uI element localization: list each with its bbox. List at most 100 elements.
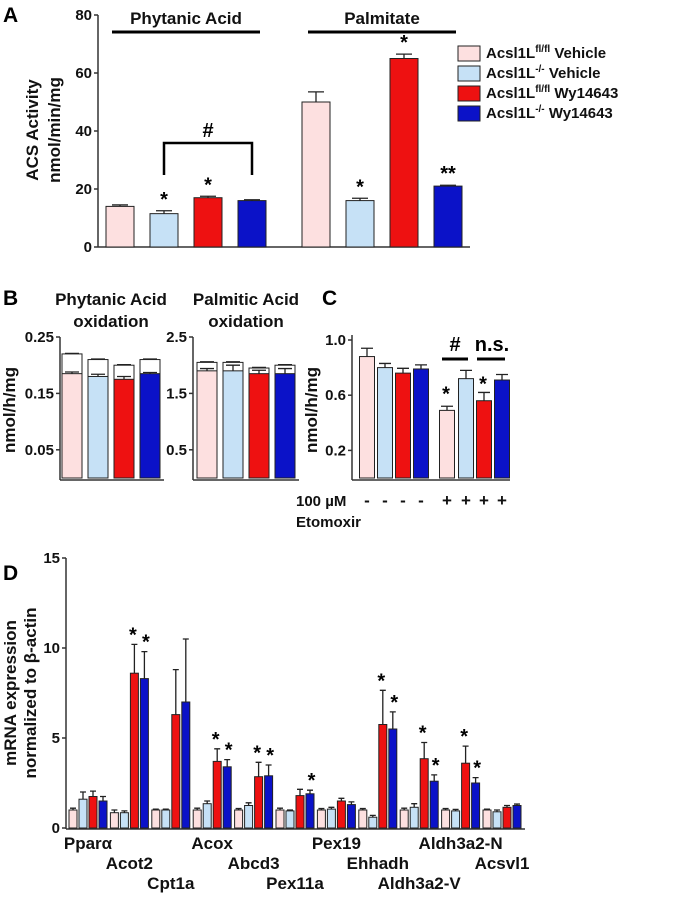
bar xyxy=(192,809,202,829)
error-bar xyxy=(255,761,262,777)
error-bar xyxy=(265,764,272,776)
error-bar xyxy=(379,689,386,725)
bar xyxy=(254,776,264,829)
legend-base: Acsl1L xyxy=(486,65,535,82)
legend-swatch xyxy=(457,65,481,82)
error-bar xyxy=(141,650,148,679)
error-bar xyxy=(143,358,157,360)
bar xyxy=(492,811,502,829)
error-bar xyxy=(117,375,131,380)
y-axis-label: nmol/h/mg xyxy=(0,367,19,453)
bar xyxy=(476,400,492,479)
error-bar xyxy=(452,808,459,811)
bar xyxy=(181,701,191,829)
y-tick-label: 80 xyxy=(75,7,92,24)
error-bar xyxy=(91,358,105,360)
error-bar xyxy=(214,748,221,762)
panel-label-a: A xyxy=(3,4,18,27)
error-bar xyxy=(440,184,456,187)
bar xyxy=(346,804,356,829)
bar xyxy=(482,809,492,829)
significance-marker: * xyxy=(473,758,481,780)
y-axis-label: mRNA expressionnormalized to β-actin xyxy=(1,608,40,779)
bar xyxy=(441,809,451,829)
x-tick-label: Acox xyxy=(191,834,233,853)
y-tick-label: 0.5 xyxy=(166,442,187,459)
significance-marker: * xyxy=(432,755,440,777)
comparison-label: # xyxy=(449,334,460,356)
error-bar xyxy=(504,804,510,808)
bar xyxy=(222,370,244,479)
error-bar xyxy=(441,405,453,411)
error-bar xyxy=(472,776,479,783)
error-bar xyxy=(361,347,373,357)
bar xyxy=(388,728,398,829)
bar xyxy=(378,724,388,829)
chart-title: oxidation xyxy=(73,312,149,331)
y-tick-label: 0.15 xyxy=(25,385,54,402)
bar xyxy=(471,782,481,829)
error-bar xyxy=(70,807,76,810)
significance-marker: * xyxy=(253,742,261,764)
bar xyxy=(305,793,315,829)
error-bar xyxy=(421,741,428,759)
x-tick-label: Aldh3a2-N xyxy=(419,834,503,853)
y-tick-label: 1.5 xyxy=(166,385,187,402)
y-axis-label-line: ACS Activity xyxy=(23,79,42,181)
bar xyxy=(413,368,429,479)
error-bar xyxy=(318,807,325,810)
bar xyxy=(345,200,375,248)
y-tick-label: 0.6 xyxy=(325,387,346,404)
legend-item-label: Acsl1L-/- Wy14643 xyxy=(486,104,613,122)
bar xyxy=(389,58,419,248)
error-bar xyxy=(278,367,292,374)
etomoxir-sign: + xyxy=(497,491,507,510)
error-bar xyxy=(369,814,376,818)
x-tick-label: Cpt1a xyxy=(147,874,195,893)
legend-item-label: Acsl1Lfl/fl Vehicle xyxy=(486,44,606,62)
error-bar xyxy=(80,791,86,800)
y-tick-label: 0 xyxy=(84,239,92,256)
error-bar xyxy=(204,800,211,804)
error-bar xyxy=(194,807,201,810)
significance-marker: * xyxy=(225,740,233,762)
bar xyxy=(139,373,161,479)
error-bar xyxy=(307,789,313,794)
bar xyxy=(149,213,179,248)
bar xyxy=(87,375,109,479)
significance-marker: * xyxy=(266,745,274,767)
bar xyxy=(316,809,326,829)
significance-marker: * xyxy=(204,174,212,196)
y-axis-label-line: nmol/min/mg xyxy=(45,77,64,183)
error-bar xyxy=(226,364,240,371)
y-axis-label: nmol/h/mg xyxy=(302,367,321,453)
error-bar xyxy=(411,803,418,808)
comparison-bracket xyxy=(162,141,254,175)
y-axis-label-line: mRNA expression xyxy=(1,620,20,766)
significance-marker: * xyxy=(460,726,468,748)
legend-swatch xyxy=(457,85,481,102)
error-bar xyxy=(200,367,214,371)
bar xyxy=(409,806,419,829)
error-bar xyxy=(496,373,508,381)
etomoxir-label: 100 µM xyxy=(296,493,346,510)
significance-marker: * xyxy=(129,624,137,646)
y-tick-label: 0.25 xyxy=(25,329,54,346)
legend-sup: fl/fl xyxy=(535,44,550,55)
x-tick-label: Ehhadh xyxy=(347,854,409,873)
significance-marker: * xyxy=(308,770,316,792)
error-bar xyxy=(460,369,472,379)
error-bar xyxy=(442,807,449,810)
x-tick-label: Acot2 xyxy=(106,854,153,873)
bar xyxy=(196,370,218,479)
legend-suffix: Wy14643 xyxy=(550,85,618,102)
bar xyxy=(359,356,375,479)
bar xyxy=(395,372,411,479)
y-tick-label: 5 xyxy=(52,730,60,747)
significance-marker: * xyxy=(212,729,220,751)
error-bar xyxy=(514,803,520,806)
bar xyxy=(109,812,119,829)
error-bar xyxy=(379,362,391,368)
error-bar xyxy=(143,371,157,374)
